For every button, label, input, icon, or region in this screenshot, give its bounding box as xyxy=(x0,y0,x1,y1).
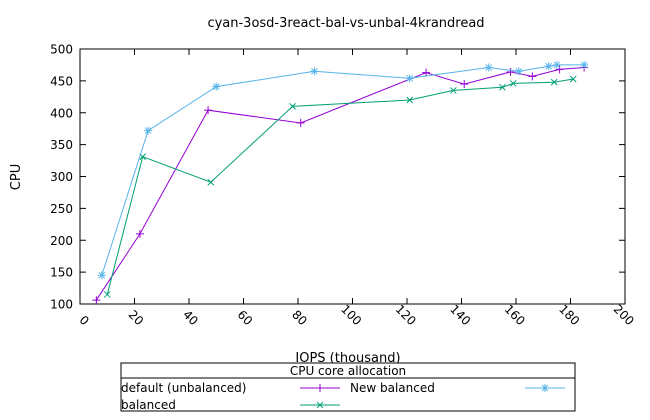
series-line-2 xyxy=(101,64,585,276)
y-tick-label: 150 xyxy=(50,266,73,280)
data-point xyxy=(406,96,414,104)
legend-swatch-marker xyxy=(316,401,324,409)
x-tick-label: 200 xyxy=(611,302,637,328)
data-point xyxy=(514,67,523,76)
data-point xyxy=(484,63,493,72)
data-point xyxy=(555,65,564,74)
data-point xyxy=(544,62,553,71)
data-point xyxy=(204,106,213,115)
legend-label: balanced xyxy=(121,398,176,412)
x-tick-label: 0 xyxy=(76,313,91,328)
x-tick-label: 60 xyxy=(235,307,256,328)
plot-frame xyxy=(79,48,626,305)
legend-label: New balanced xyxy=(350,381,435,395)
y-tick-label: 300 xyxy=(50,170,73,184)
series-line-0 xyxy=(95,67,585,301)
data-point xyxy=(92,296,101,305)
y-tick-label: 350 xyxy=(50,138,73,152)
data-point xyxy=(460,80,469,89)
data-point xyxy=(580,60,589,69)
x-tick-label: 180 xyxy=(556,302,582,328)
y-tick-label: 200 xyxy=(50,234,73,248)
x-tick-label: 120 xyxy=(393,302,419,328)
data-point xyxy=(212,82,221,91)
data-point xyxy=(135,229,144,238)
x-tick-label: 160 xyxy=(502,302,528,328)
data-point xyxy=(569,75,577,83)
x-tick-label: 40 xyxy=(180,307,201,328)
data-point xyxy=(449,87,457,94)
legend-swatch-marker xyxy=(541,384,549,392)
chart-title: cyan-3osd-3react-bal-vs-unbal-4krandread xyxy=(207,16,484,31)
series-layer xyxy=(92,60,589,305)
data-point xyxy=(405,74,414,83)
series-line-1 xyxy=(106,78,574,295)
data-point xyxy=(310,67,319,76)
y-tick-label: 250 xyxy=(50,202,73,216)
data-point xyxy=(552,60,561,69)
y-tick-label: 450 xyxy=(50,74,73,88)
data-point xyxy=(506,67,515,76)
legend: CPU core allocation default (unbalanced)… xyxy=(120,362,576,412)
data-point xyxy=(296,118,305,127)
x-tick-label: 80 xyxy=(289,307,310,328)
data-point xyxy=(499,83,506,91)
data-point xyxy=(509,80,517,87)
data-point xyxy=(103,291,111,298)
y-axis: 100 150 200 250 300 350 400 450 500 xyxy=(50,43,625,312)
x-tick-label: 140 xyxy=(447,302,473,328)
data-point xyxy=(97,271,106,280)
y-axis-label: CPU xyxy=(9,164,24,190)
data-point xyxy=(550,78,558,86)
y-tick-label: 100 xyxy=(50,298,73,312)
data-point xyxy=(289,103,296,110)
data-point xyxy=(528,72,537,81)
y-tick-label: 500 xyxy=(50,43,73,57)
data-point xyxy=(207,178,215,186)
legend-frame xyxy=(120,362,576,412)
x-tick-label: 100 xyxy=(338,302,364,328)
x-axis-label: IOPS (thousand) xyxy=(295,351,400,366)
x-tick-label: 20 xyxy=(126,307,147,328)
legend-label: default (unbalanced) xyxy=(121,381,246,395)
x-axis: 0 20 40 60 80 100 120 140 160 180 200 xyxy=(76,49,637,328)
data-point xyxy=(422,68,431,77)
y-tick-label: 400 xyxy=(50,106,73,120)
data-point xyxy=(144,126,153,135)
legend-title: CPU core allocation xyxy=(290,364,406,378)
legend-swatch-marker xyxy=(316,384,324,392)
